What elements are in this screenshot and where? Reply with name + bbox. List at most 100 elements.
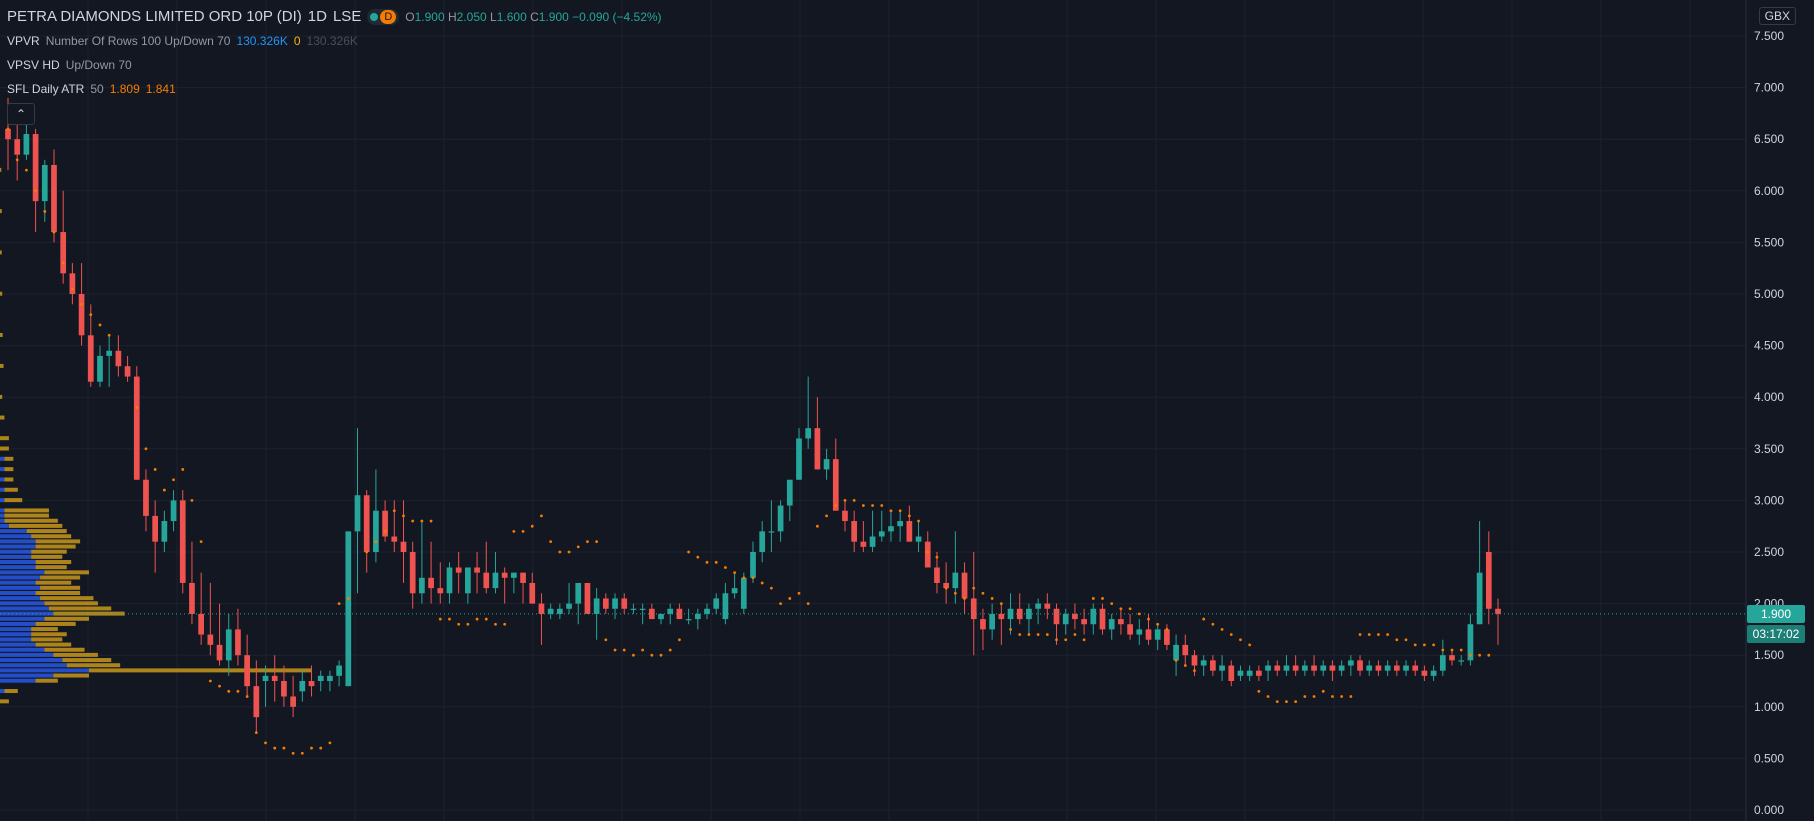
volume-profile-bar-up: [0, 580, 36, 585]
volume-profile-bar-down: [0, 363, 4, 368]
candle-body-down: [1191, 655, 1198, 666]
atr-dot: [963, 597, 966, 600]
atr-dot: [779, 602, 782, 605]
atr-dot: [1027, 633, 1031, 636]
atr-dot: [43, 210, 47, 213]
collapse-legend-button[interactable]: ⌃: [7, 103, 35, 125]
price-tick-label: 5.000: [1754, 287, 1784, 301]
indicator-value: 130.326K: [306, 34, 358, 48]
atr-dot: [1450, 648, 1454, 652]
candle-body-down: [244, 655, 250, 687]
candle-body-down: [602, 598, 609, 609]
atr-dot: [227, 689, 231, 693]
atr-dot: [806, 602, 810, 605]
candle-body-down: [1495, 608, 1501, 614]
volume-profile-bar-down: [0, 332, 3, 337]
volume-profile-bar-up: [0, 627, 32, 632]
volume-profile-bar-up: [0, 596, 41, 601]
atr-dot: [52, 230, 56, 234]
volume-profile-bar-up: [0, 689, 5, 694]
candle-body-down: [961, 572, 968, 599]
indicator-legend-atr[interactable]: SFL Daily ATR 50 1.809 1.841: [7, 82, 176, 96]
atr-dot: [871, 504, 874, 507]
candle-body-up: [23, 134, 30, 155]
atr-dot: [328, 741, 332, 745]
volume-profile-bar-up: [0, 632, 32, 637]
candle-body-up: [667, 608, 674, 614]
delayed-badge: D: [380, 9, 397, 24]
volume-profile-bar-down: [4, 689, 18, 694]
atr-dot: [944, 586, 948, 590]
volume-profile-bar-up: [0, 477, 5, 482]
volume-profile-bar-up: [0, 534, 32, 539]
candle-body-down: [1044, 603, 1051, 609]
price-tick-label: 2.500: [1754, 545, 1784, 559]
atr-dot: [530, 524, 534, 528]
chevron-up-icon: ⌃: [15, 107, 27, 121]
indicator-value: 1.809: [109, 82, 140, 96]
atr-dot: [1312, 695, 1316, 698]
volume-profile-bar-down: [35, 590, 81, 595]
candle-body-up: [759, 531, 766, 552]
candle-body-up: [566, 603, 572, 609]
volume-profile-bar-down: [0, 699, 9, 704]
volume-profile-bar-down: [31, 549, 67, 554]
volume-profile-bar-up: [0, 529, 27, 534]
atr-dot: [742, 576, 746, 580]
atr-dot: [1110, 602, 1114, 605]
candle-body-down: [32, 134, 39, 202]
price-tick-label: 7.500: [1754, 29, 1784, 43]
candle-body-down: [1311, 665, 1317, 671]
symbol-title[interactable]: PETRA DIAMONDS LIMITED ORD 10P (DI): [7, 8, 302, 25]
indicator-legend-vpvr[interactable]: VPVR Number Of Rows 100 Up/Down 70 130.3…: [7, 34, 358, 48]
candle-body-up: [989, 613, 995, 630]
candle-body-up: [465, 567, 471, 594]
atr-dot: [135, 406, 139, 409]
candle-body-up: [161, 521, 168, 542]
atr-dot: [429, 519, 433, 523]
atr-dot: [1395, 638, 1399, 642]
candle-body-up: [97, 355, 103, 382]
volume-profile-bar-down: [0, 250, 2, 255]
volume-profile-bar-up: [0, 544, 36, 549]
candle-body-up: [805, 428, 812, 439]
candle-body-up: [768, 531, 775, 533]
candle-body-down: [1053, 608, 1060, 625]
candle-body-up: [897, 521, 904, 527]
atr-dot: [1423, 643, 1426, 647]
volume-profile-bar-down: [4, 508, 49, 513]
atr-dot: [1147, 617, 1150, 621]
atr-dot: [346, 597, 350, 600]
candle-body-down: [78, 294, 85, 336]
candle-body-down: [1292, 665, 1299, 671]
volume-profile-bar-down: [0, 446, 9, 451]
candle-body-down: [474, 567, 480, 573]
last-price-label: 1.900: [1747, 604, 1805, 623]
candle-body-up: [630, 608, 637, 610]
interval-label[interactable]: 1D: [307, 8, 327, 25]
high-value: 2.050: [456, 9, 487, 24]
volume-profile-bar-down: [0, 394, 3, 399]
volume-profile-bar-down: [35, 544, 76, 549]
price-tick-label: 0.500: [1754, 751, 1784, 765]
atr-dot: [1303, 695, 1307, 698]
candle-body-up: [888, 526, 894, 532]
atr-dot: [236, 689, 240, 693]
atr-dot: [861, 504, 865, 507]
volume-profile-bar-down: [0, 436, 9, 441]
atr-dot: [576, 545, 580, 549]
currency-label[interactable]: GBX: [1758, 7, 1796, 25]
indicator-legend-vpsv[interactable]: VPSV HD Up/Down 70: [7, 58, 132, 72]
indicator-name: SFL Daily ATR: [7, 82, 85, 96]
price-axis[interactable]: 0.0000.5001.0001.5002.0002.5003.0003.500…: [1754, 29, 1784, 817]
price-tick-label: 3.500: [1754, 442, 1784, 456]
volume-profile-bar-up: [0, 637, 32, 642]
candle-body-down: [391, 536, 398, 542]
volume-profile-bar-up: [0, 606, 49, 611]
atr-dot: [503, 622, 507, 626]
low-value: 1.600: [496, 9, 527, 24]
volume-profile-bar-down: [53, 673, 89, 678]
market-status[interactable]: D: [367, 8, 400, 25]
atr-dot: [549, 540, 553, 544]
